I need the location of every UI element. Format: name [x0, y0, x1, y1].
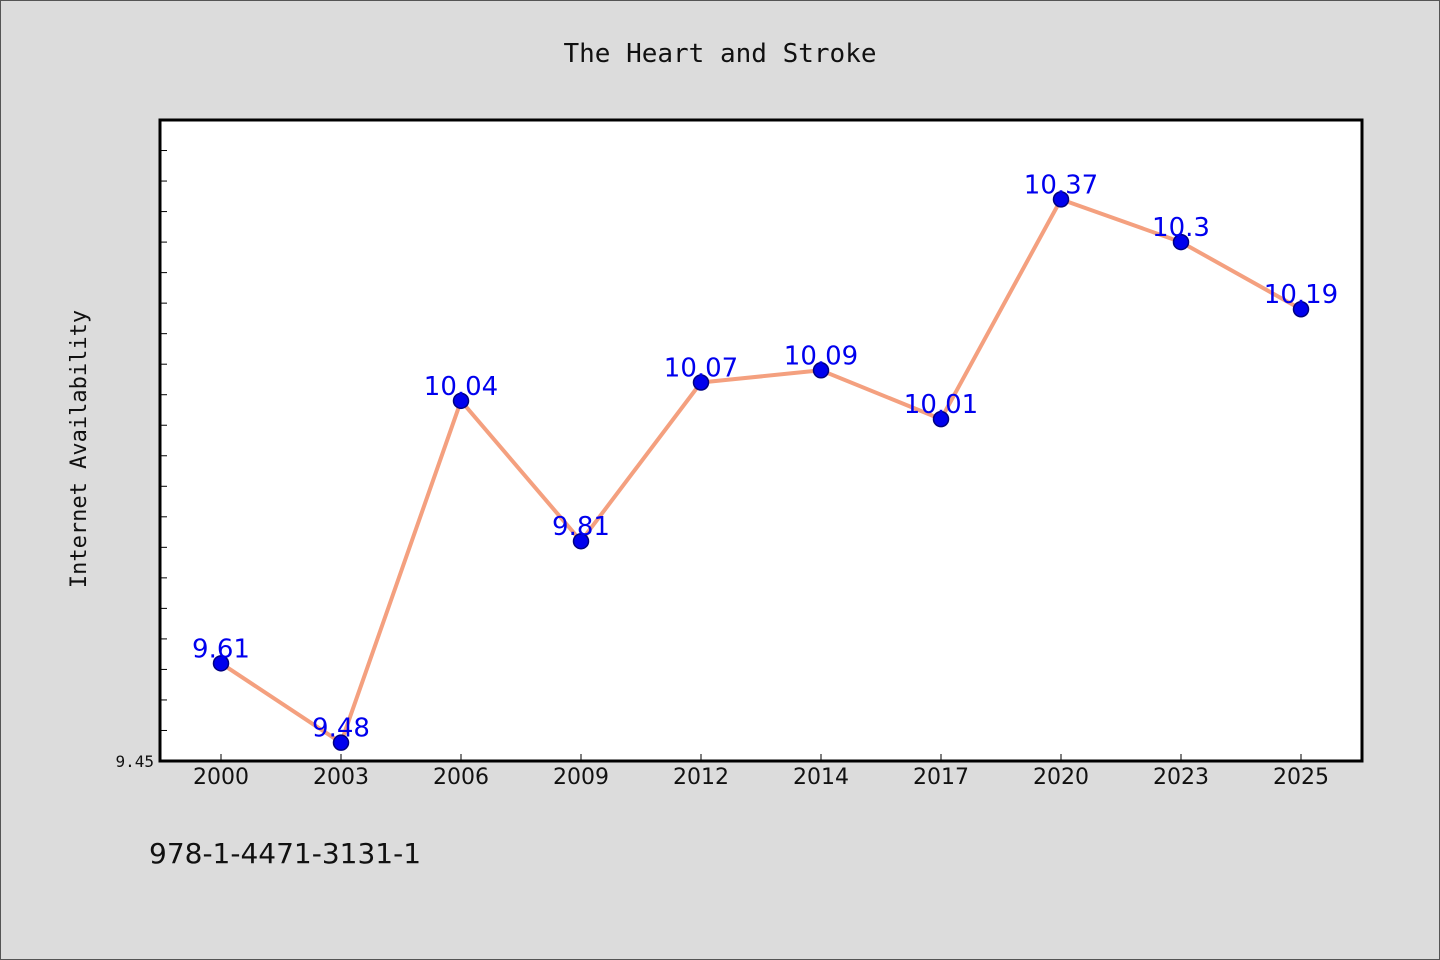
- data-value-label: 10.04: [424, 372, 498, 402]
- x-tick-label: 2017: [913, 765, 969, 790]
- x-tick-label: 2003: [313, 765, 369, 790]
- data-point-marker: [212, 655, 230, 672]
- x-tick-label: 2020: [1033, 765, 1089, 790]
- data-value-labels: 9.61 9.48 10.04 9.81 10.07 10.09 10.01 10.37 10.…: [192, 170, 1338, 743]
- y-axis-label: Internet Availability: [67, 310, 92, 588]
- data-value-label: 10.09: [784, 341, 858, 371]
- data-value-label: 9.48: [312, 714, 370, 744]
- data-point-marker: [1052, 191, 1070, 208]
- data-point-marker: [1292, 300, 1310, 318]
- x-axis-tick-labels: 2000 2003 2006 2009 2012 2014 2017 2020 2023 2025: [193, 765, 1329, 790]
- y-tick-label: 9.45: [115, 752, 154, 771]
- data-value-label: 10.3: [1152, 213, 1210, 243]
- x-tick-label: 2025: [1273, 765, 1329, 790]
- plot-area: [158, 118, 1364, 763]
- x-axis-ticks: [220, 754, 1302, 761]
- y-axis-ticks: [160, 119, 167, 762]
- data-value-label: 10.01: [904, 390, 978, 420]
- data-value-label: 9.61: [192, 634, 250, 664]
- data-point-marker: [692, 374, 710, 391]
- x-tick-label: 2006: [433, 765, 489, 790]
- x-tick-label: 2014: [793, 765, 849, 790]
- data-point-marker: [572, 532, 590, 550]
- isbn-footer: 978-1-4471-3131-1: [149, 837, 421, 870]
- x-tick-label: 2012: [673, 765, 729, 790]
- x-tick-label: 2009: [553, 765, 609, 790]
- data-value-label: 10.07: [664, 354, 738, 384]
- data-point-marker: [812, 362, 830, 379]
- data-value-label: 10.37: [1024, 170, 1098, 200]
- data-value-label: 10.19: [1264, 280, 1338, 310]
- y-axis-tick-labels: 9.45: [115, 752, 154, 771]
- data-point-markers: [212, 191, 1310, 751]
- chart-title: The Heart and Stroke: [563, 39, 876, 69]
- x-tick-label: 2000: [193, 765, 249, 790]
- data-point-marker: [452, 392, 470, 410]
- series-line: [219, 197, 1302, 745]
- data-value-label: 9.81: [552, 512, 610, 542]
- data-point-marker: [1172, 233, 1190, 251]
- data-point-marker: [932, 410, 950, 428]
- x-tick-label: 2023: [1153, 765, 1209, 790]
- data-point-marker: [332, 734, 350, 751]
